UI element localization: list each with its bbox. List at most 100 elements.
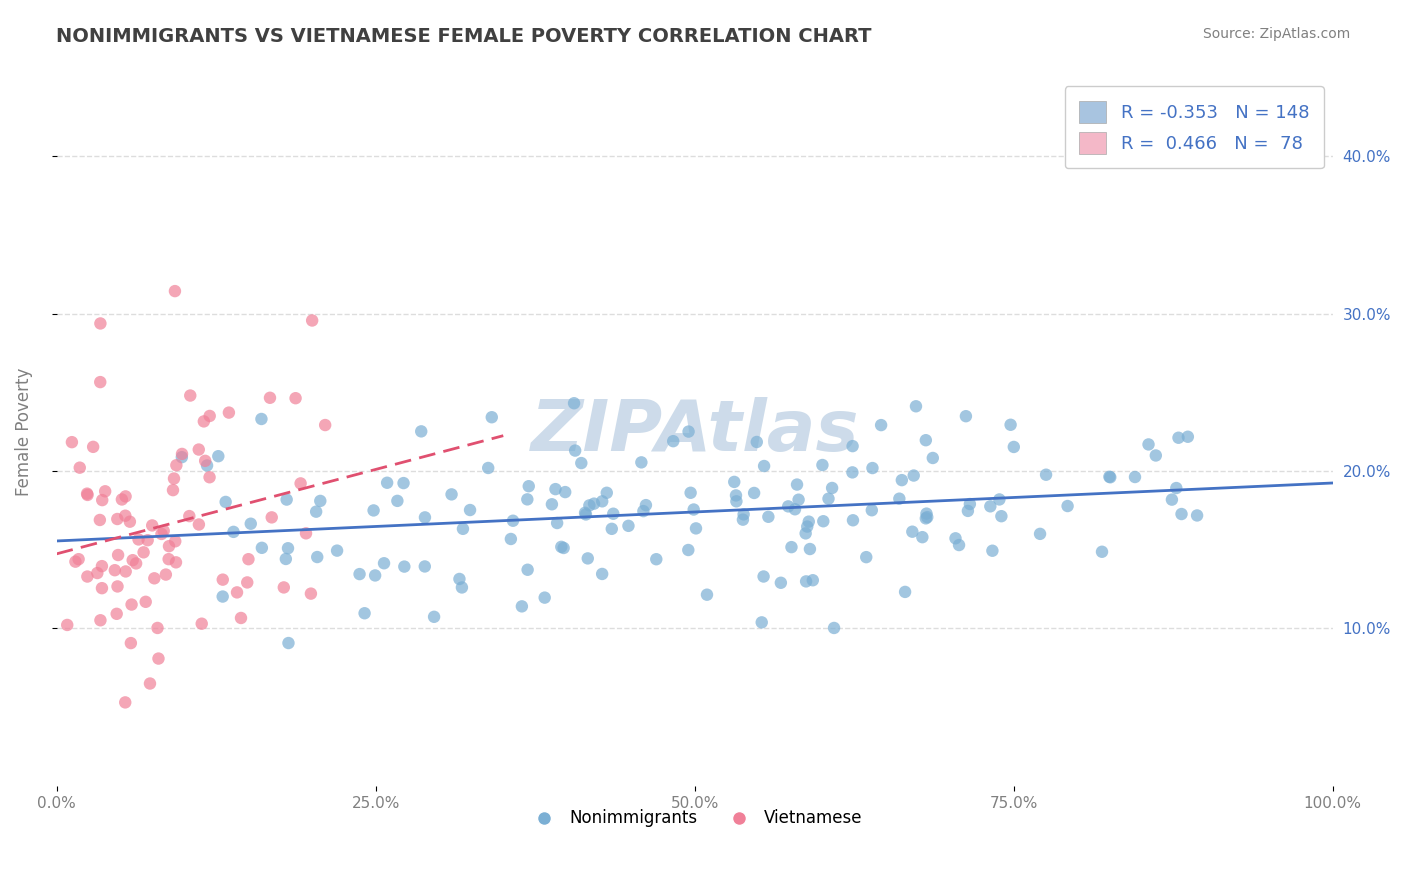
Point (451, 581, 474, 595)
Point (148, 651, 170, 665)
Point (583, 497, 606, 511)
Point (387, 494, 409, 508)
Point (236, 575, 259, 590)
Point (276, 492, 298, 507)
Point (349, 567, 371, 582)
Point (309, 494, 332, 508)
Point (136, 533, 159, 548)
Point (76, 488, 98, 502)
Point (733, 508, 755, 522)
Point (260, 510, 283, 524)
Point (945, 531, 967, 545)
Point (198, 470, 221, 484)
Point (499, 532, 522, 546)
Point (591, 566, 613, 581)
Point (617, 519, 640, 533)
Point (250, 541, 273, 555)
Point (696, 588, 718, 602)
Point (277, 541, 299, 556)
Point (1035, 467, 1057, 482)
Point (259, 391, 281, 405)
Point (578, 499, 600, 513)
Point (481, 410, 503, 425)
Point (301, 313, 323, 327)
Point (890, 473, 912, 487)
Point (901, 524, 924, 539)
Point (948, 538, 970, 552)
Point (91, 581, 114, 595)
Point (630, 455, 652, 469)
Point (76, 569, 98, 583)
Point (458, 503, 481, 517)
Point (413, 559, 436, 574)
Point (60, 435, 83, 450)
Point (238, 552, 260, 566)
Point (574, 506, 596, 520)
Point (211, 590, 233, 604)
Point (170, 450, 193, 465)
Y-axis label: Female Poverty: Female Poverty (15, 368, 32, 496)
Point (1099, 470, 1122, 484)
Point (575, 508, 598, 522)
Point (163, 284, 186, 298)
Point (685, 521, 707, 535)
Point (56, 618, 79, 632)
Point (449, 572, 471, 586)
Point (823, 621, 845, 635)
Point (170, 447, 193, 461)
Point (1002, 440, 1025, 454)
Point (229, 611, 252, 625)
Point (1170, 507, 1192, 521)
Point (569, 456, 592, 470)
Point (273, 581, 295, 595)
Point (841, 466, 863, 480)
Point (1123, 470, 1146, 484)
Point (214, 495, 236, 509)
Point (114, 695, 136, 709)
Point (1185, 508, 1208, 523)
Point (796, 519, 818, 533)
Point (510, 599, 533, 614)
Point (89, 317, 111, 331)
Point (76, 486, 98, 500)
Text: ZIPAtlas: ZIPAtlas (530, 397, 859, 467)
Point (91, 493, 114, 508)
Point (794, 526, 817, 541)
Point (284, 391, 307, 405)
Point (678, 425, 700, 439)
Point (752, 569, 775, 583)
Point (787, 492, 810, 507)
Point (165, 555, 187, 569)
Point (187, 517, 209, 532)
Point (290, 476, 312, 491)
Point (903, 468, 925, 483)
Point (139, 676, 162, 690)
Point (107, 548, 129, 562)
Point (299, 586, 322, 600)
Point (855, 550, 877, 565)
Point (411, 425, 433, 439)
Point (143, 571, 166, 585)
Point (114, 565, 136, 579)
Point (817, 491, 839, 506)
Point (862, 461, 884, 475)
Legend: Nonimmigrants, Vietnamese: Nonimmigrants, Vietnamese (520, 803, 869, 834)
Point (121, 553, 143, 567)
Point (1091, 545, 1114, 559)
Point (1000, 417, 1022, 432)
Point (194, 454, 217, 468)
Point (295, 526, 318, 541)
Point (813, 514, 835, 528)
Point (725, 494, 748, 508)
Point (553, 541, 575, 555)
Point (141, 518, 163, 533)
Point (207, 449, 229, 463)
Point (150, 527, 173, 541)
Point (576, 551, 599, 566)
Point (190, 616, 212, 631)
Point (440, 487, 463, 501)
Point (1137, 437, 1160, 451)
Point (731, 513, 754, 527)
Point (111, 492, 134, 507)
Point (769, 575, 792, 590)
